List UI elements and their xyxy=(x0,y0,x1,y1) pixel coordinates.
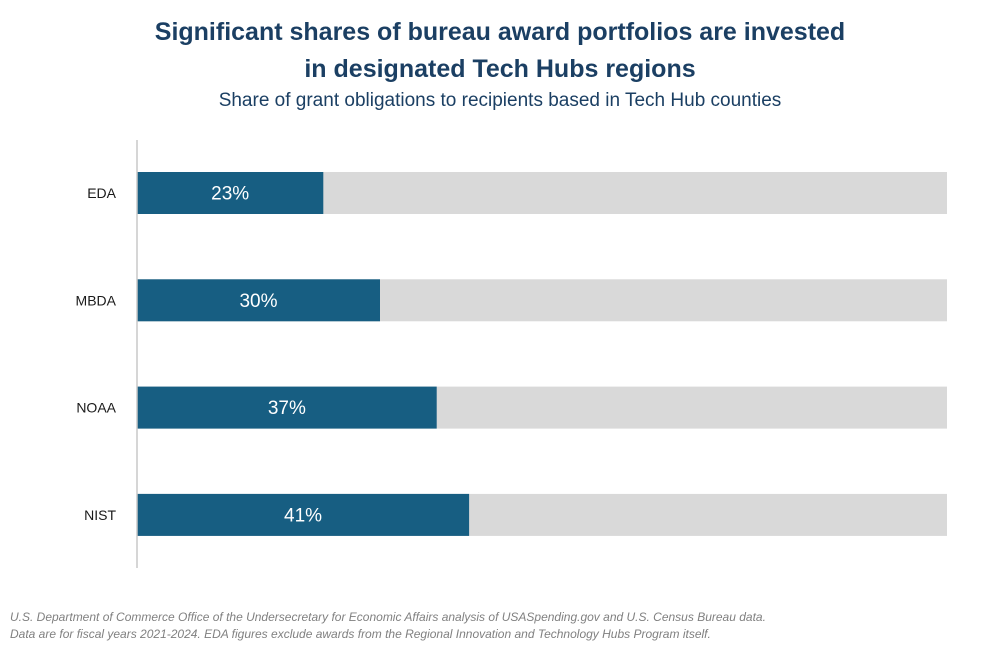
category-label-nist: NIST xyxy=(84,507,116,523)
bar-nist xyxy=(137,493,470,536)
category-label-eda: EDA xyxy=(87,185,116,201)
data-label-noaa: 37% xyxy=(268,398,306,419)
chart-title: Significant shares of bureau award portf… xyxy=(154,18,846,83)
source-note-line-2: Data are for fiscal years 2021-2024. EDA… xyxy=(10,627,711,641)
bar-noaa xyxy=(137,386,437,429)
category-label-mbda: MBDA xyxy=(76,292,117,308)
data-label-mbda: 30% xyxy=(239,291,277,312)
chart-subtitle: Share of grant obligations to recipients… xyxy=(218,90,782,111)
bar-mbda xyxy=(137,279,380,322)
bar-eda xyxy=(137,172,324,214)
data-label-nist: 41% xyxy=(284,505,322,526)
source-note: U.S. Department of Commerce Office of th… xyxy=(10,609,990,643)
category-label-noaa: NOAA xyxy=(76,400,116,416)
source-note-line-1: U.S. Department of Commerce Office of th… xyxy=(10,610,766,624)
data-label-eda: 23% xyxy=(211,184,249,205)
